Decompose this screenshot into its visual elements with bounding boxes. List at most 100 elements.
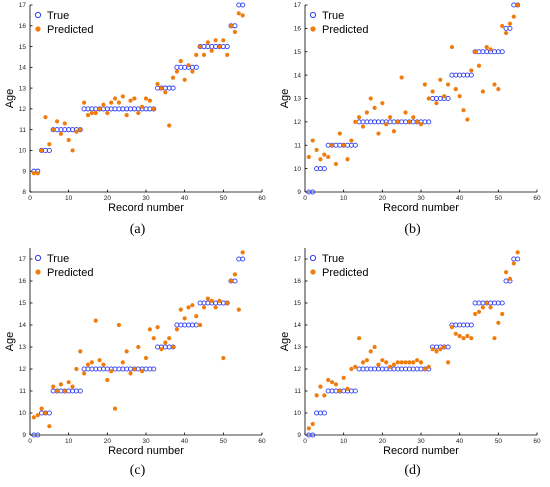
y-axis-title: Age	[4, 89, 16, 109]
predicted-point	[170, 344, 176, 350]
y-tick-label: 14	[19, 65, 27, 72]
chart-svg-c: 0 10 20 30 40 50 60 9 10 11 12 13 14 15 16 17 Record num…	[4, 248, 266, 457]
predicted-point	[391, 362, 397, 367]
y-tick-label: 15	[294, 49, 302, 56]
legend-label-true: True	[47, 253, 69, 265]
x-tick-label: 50	[220, 195, 228, 202]
predicted-point	[461, 108, 466, 113]
true-point	[170, 85, 176, 91]
predicted-point	[178, 59, 183, 64]
predicted-point	[445, 82, 451, 87]
predicted-point	[97, 358, 102, 363]
legend-label-predicted: Predicted	[47, 267, 93, 279]
predicted-point	[360, 360, 366, 365]
predicted-point	[306, 154, 311, 160]
x-axis-title: Record number	[108, 445, 184, 457]
x-tick-label: 30	[417, 195, 425, 202]
predicted-point	[43, 115, 48, 120]
predicted-point	[35, 171, 40, 176]
true-point	[445, 95, 451, 102]
y-tick-label: 17	[19, 256, 27, 263]
y-tick-label: 12	[19, 106, 27, 113]
predicted-point	[357, 336, 362, 341]
predicted-point	[101, 102, 106, 107]
predicted-point	[333, 161, 339, 167]
predicted-point	[430, 89, 435, 94]
predicted-point	[403, 110, 408, 115]
y-tick-label: 15	[294, 300, 302, 307]
predicted-point	[62, 388, 67, 394]
predicted-point	[221, 38, 226, 43]
predicted-point	[120, 360, 125, 365]
predicted-point	[496, 87, 501, 92]
y-tick-label: 12	[294, 366, 302, 373]
x-tick-label: 0	[28, 438, 32, 445]
predicted-point	[128, 98, 133, 103]
predicted-point	[201, 52, 207, 57]
predicted-point	[415, 358, 420, 363]
predicted-point	[353, 364, 358, 369]
predicted-point	[476, 63, 482, 68]
predicted-point	[329, 380, 335, 385]
predicted-point	[438, 77, 443, 82]
y-tick-label: 10	[294, 410, 302, 417]
predicted-point	[380, 101, 385, 106]
y-tick-label: 12	[294, 119, 302, 126]
predicted-point	[442, 344, 447, 350]
predicted-point	[488, 305, 493, 310]
predicted-point	[306, 426, 311, 431]
y-tick-label: 16	[19, 278, 27, 285]
x-axis-title: Record number	[383, 445, 459, 457]
predicted-point	[376, 362, 381, 367]
predicted-point	[232, 29, 238, 35]
predicted-point	[376, 131, 381, 136]
predicted-point	[442, 94, 447, 99]
predicted-point	[322, 393, 327, 398]
predicted-point	[31, 171, 36, 176]
predicted-point	[465, 333, 470, 339]
predicted-point	[372, 344, 377, 350]
y-tick-label: 9	[22, 432, 26, 439]
predicted-point	[430, 347, 435, 352]
predicted-point	[178, 307, 183, 312]
predicted-point	[407, 360, 412, 365]
y-tick-label: 17	[294, 2, 302, 9]
predicted-point	[209, 298, 214, 303]
x-tick-label: 30	[417, 438, 425, 445]
y-tick-label: 16	[19, 23, 27, 30]
predicted-point	[105, 377, 110, 383]
predicted-point	[500, 23, 505, 29]
predicted-point	[109, 369, 114, 374]
x-tick-label: 10	[65, 438, 73, 445]
predicted-point	[97, 106, 102, 111]
x-tick-label: 10	[65, 195, 73, 202]
predicted-point	[159, 347, 164, 352]
y-axis-title: Age	[4, 332, 16, 352]
predicted-point	[391, 129, 397, 134]
predicted-point	[93, 110, 98, 116]
predicted-point	[515, 2, 520, 8]
predicted-point	[503, 270, 509, 275]
predicted-point	[415, 119, 420, 124]
predicted-point	[163, 90, 168, 95]
predicted-point	[174, 327, 180, 332]
predicted-point	[384, 122, 389, 127]
true-point	[77, 388, 83, 394]
predicted-point	[143, 355, 149, 361]
true-point	[310, 432, 316, 438]
legend-label-true: True	[322, 253, 344, 265]
y-tick-label: 9	[297, 432, 301, 439]
y-tick-label: 16	[294, 26, 302, 33]
predicted-point	[58, 131, 64, 136]
y-tick-label: 15	[19, 44, 27, 51]
predicted-point	[228, 23, 234, 28]
predicted-point	[372, 105, 377, 110]
x-tick-label: 20	[379, 195, 387, 202]
predicted-point	[461, 336, 466, 341]
predicted-point	[167, 336, 172, 341]
predicted-point	[194, 52, 199, 57]
predicted-point	[364, 110, 369, 115]
predicted-point	[132, 366, 137, 372]
predicted-point	[93, 318, 98, 323]
predicted-point	[190, 69, 195, 74]
